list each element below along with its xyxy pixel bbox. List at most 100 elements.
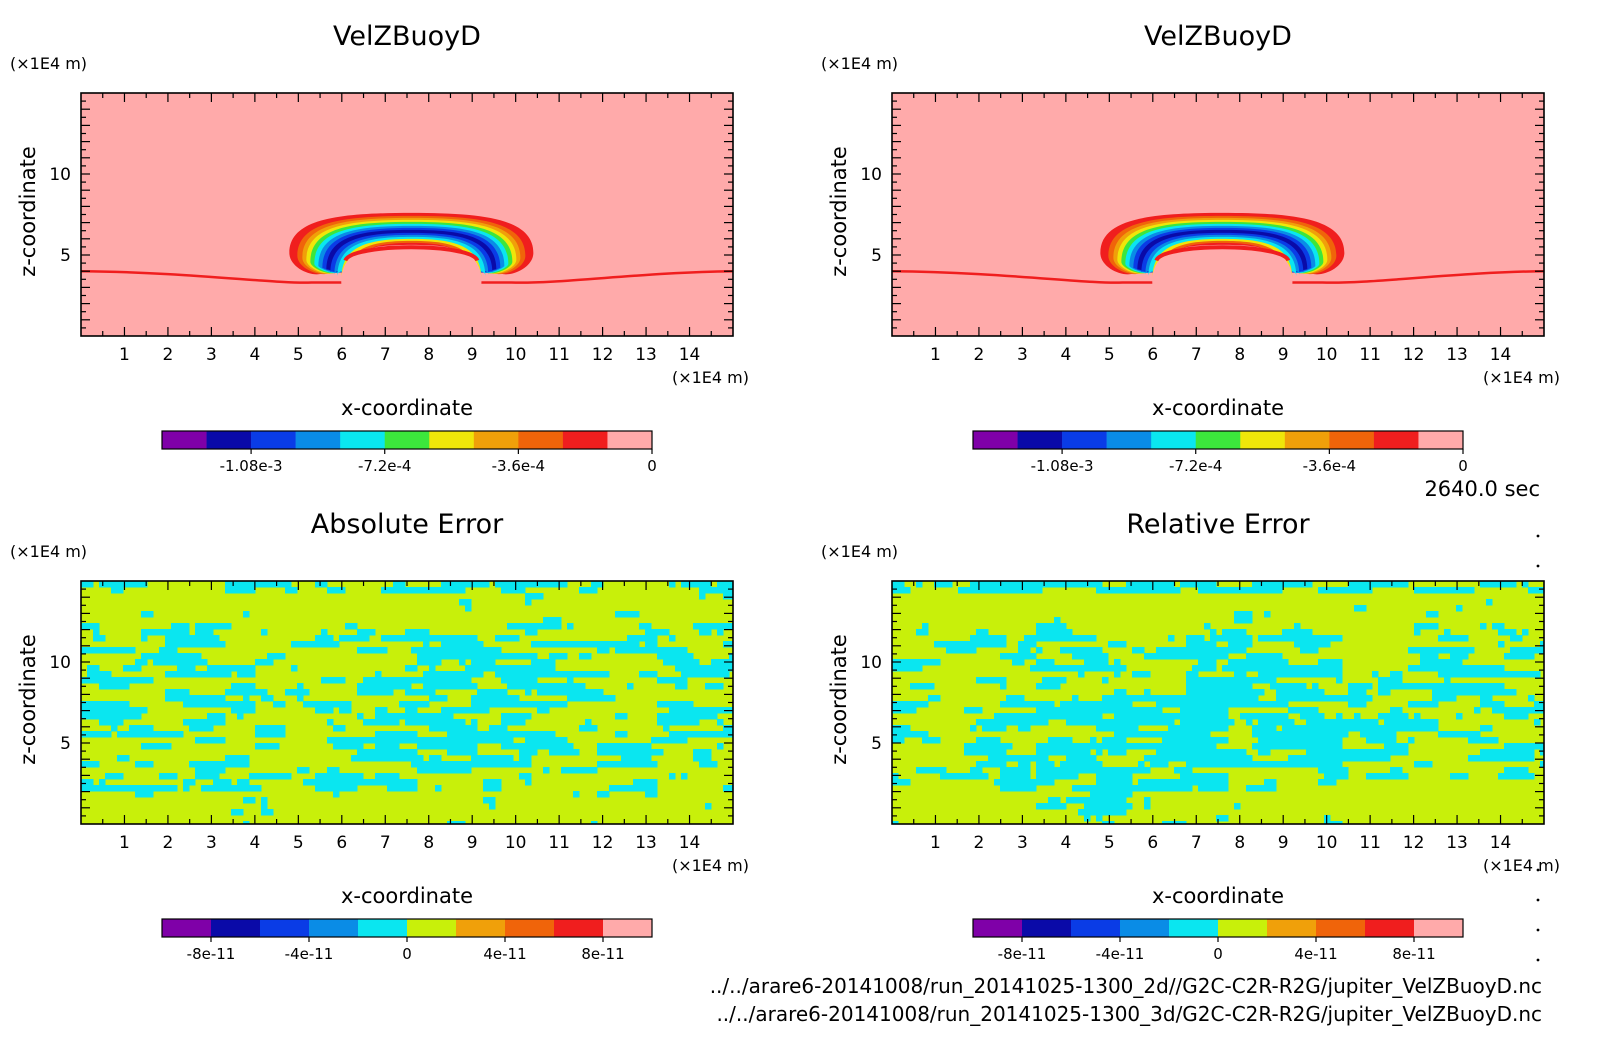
error-patch xyxy=(1354,749,1361,756)
error-patch xyxy=(417,635,424,642)
error-patch xyxy=(621,755,628,762)
error-patch xyxy=(537,623,544,630)
error-patch xyxy=(195,701,202,708)
error-patch xyxy=(459,749,466,756)
error-patch xyxy=(465,737,472,744)
error-patch xyxy=(1060,647,1067,654)
error-patch xyxy=(267,725,274,732)
error-patch xyxy=(1300,725,1307,732)
error-patch xyxy=(1138,767,1145,774)
error-patch xyxy=(453,581,460,588)
error-patch xyxy=(339,785,346,792)
error-patch xyxy=(333,773,340,780)
error-patch xyxy=(525,623,532,630)
error-patch xyxy=(1210,677,1217,684)
error-patch xyxy=(369,677,376,684)
y-axis-label: z-coordinate xyxy=(16,146,40,277)
error-patch xyxy=(1126,773,1133,780)
error-patch xyxy=(1114,731,1121,738)
error-patch xyxy=(621,641,628,648)
error-patch xyxy=(1114,785,1121,792)
error-patch xyxy=(423,713,430,720)
error-patch xyxy=(213,773,220,780)
error-patch xyxy=(219,767,226,774)
error-patch xyxy=(645,671,652,678)
error-patch xyxy=(1186,743,1193,750)
error-patch xyxy=(1390,581,1397,588)
error-patch xyxy=(898,731,905,738)
error-patch xyxy=(1144,743,1151,750)
error-patch xyxy=(639,761,646,768)
error-patch xyxy=(1264,665,1271,672)
error-patch xyxy=(363,677,370,684)
error-patch xyxy=(645,635,652,642)
error-patch xyxy=(645,743,652,750)
error-patch xyxy=(1318,731,1325,738)
error-patch xyxy=(1162,779,1169,786)
error-patch xyxy=(471,641,478,648)
error-patch xyxy=(1036,713,1043,720)
error-patch xyxy=(1084,719,1091,726)
error-patch xyxy=(928,695,935,702)
y-tick-label: 5 xyxy=(871,246,882,266)
error-patch xyxy=(1324,779,1331,786)
error-patch xyxy=(1288,689,1295,696)
error-patch xyxy=(585,587,592,594)
error-patch xyxy=(1378,689,1385,696)
error-patch xyxy=(1042,719,1049,726)
error-patch xyxy=(1102,725,1109,732)
error-patch xyxy=(657,629,664,636)
error-patch xyxy=(1156,749,1163,756)
error-patch xyxy=(171,623,178,630)
error-patch xyxy=(1036,761,1043,768)
error-patch xyxy=(177,623,184,630)
x-tick-label: 12 xyxy=(1403,345,1425,365)
error-patch xyxy=(375,779,382,786)
error-patch xyxy=(369,749,376,756)
error-patch xyxy=(1204,581,1211,588)
error-patch xyxy=(1516,707,1523,714)
error-patch xyxy=(1240,641,1247,648)
error-patch xyxy=(705,629,712,636)
error-patch xyxy=(201,671,208,678)
error-patch xyxy=(333,641,340,648)
error-patch xyxy=(1204,725,1211,732)
error-patch xyxy=(651,647,658,654)
error-patch xyxy=(621,611,628,618)
error-patch xyxy=(423,647,430,654)
error-patch xyxy=(147,743,154,750)
error-patch xyxy=(1252,725,1259,732)
error-patch xyxy=(465,683,472,690)
error-patch xyxy=(1390,749,1397,756)
error-patch xyxy=(1006,587,1013,594)
error-patch xyxy=(1198,713,1205,720)
error-patch xyxy=(1024,773,1031,780)
error-patch xyxy=(1246,701,1253,708)
error-patch xyxy=(1372,755,1379,762)
error-patch xyxy=(1306,695,1313,702)
error-patch xyxy=(495,779,502,786)
error-patch xyxy=(441,641,448,648)
error-patch xyxy=(1252,731,1259,738)
error-patch xyxy=(459,635,466,642)
y-axis: 510 xyxy=(860,100,1544,329)
error-patch xyxy=(1216,683,1223,690)
error-patch xyxy=(1186,671,1193,678)
error-patch xyxy=(585,653,592,660)
error-patch xyxy=(411,629,418,636)
error-patch xyxy=(555,701,562,708)
error-patch xyxy=(501,737,508,744)
error-patch xyxy=(399,581,406,588)
error-patch xyxy=(627,749,634,756)
error-patch xyxy=(141,785,148,792)
error-patch xyxy=(1000,761,1007,768)
error-patch xyxy=(1324,749,1331,756)
error-patch xyxy=(1372,671,1379,678)
error-patch xyxy=(1126,701,1133,708)
error-patch xyxy=(1336,743,1343,750)
error-patch xyxy=(1204,587,1211,594)
colorbar-segment xyxy=(1418,431,1464,449)
error-patch xyxy=(1228,683,1235,690)
error-patch xyxy=(1186,767,1193,774)
error-patch xyxy=(1504,671,1511,678)
